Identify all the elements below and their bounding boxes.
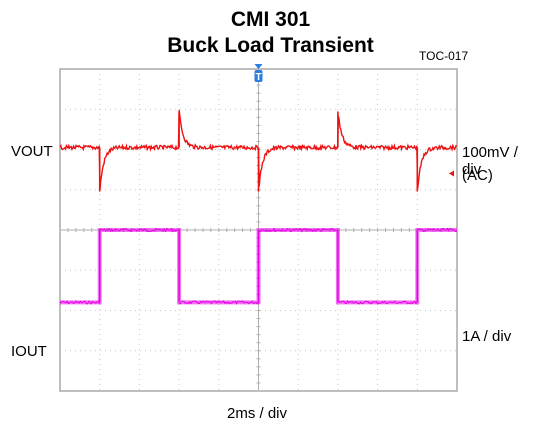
- markers: T: [254, 64, 454, 177]
- chart-title-line2: Buck Load Transient: [167, 34, 374, 57]
- vout-scale: 100mV / div: [462, 144, 518, 178]
- trigger-marker-icon: [254, 70, 263, 82]
- iout-label: IOUT: [11, 343, 47, 360]
- chart-title-line1: CMI 301: [230, 8, 311, 31]
- iout-scale: 1A / div: [462, 328, 512, 345]
- timebase-label: 2ms / div: [227, 405, 288, 422]
- traces: [59, 110, 458, 305]
- vout-ground-marker-icon: [449, 170, 454, 177]
- vout-coupling: (AC): [462, 167, 493, 184]
- trigger-arrow-icon: [254, 64, 263, 69]
- trigger-marker-label: T: [255, 72, 261, 83]
- figure-id: TOC-017: [419, 49, 469, 63]
- iout-trace: [59, 227, 458, 305]
- vout-label: VOUT: [11, 143, 53, 160]
